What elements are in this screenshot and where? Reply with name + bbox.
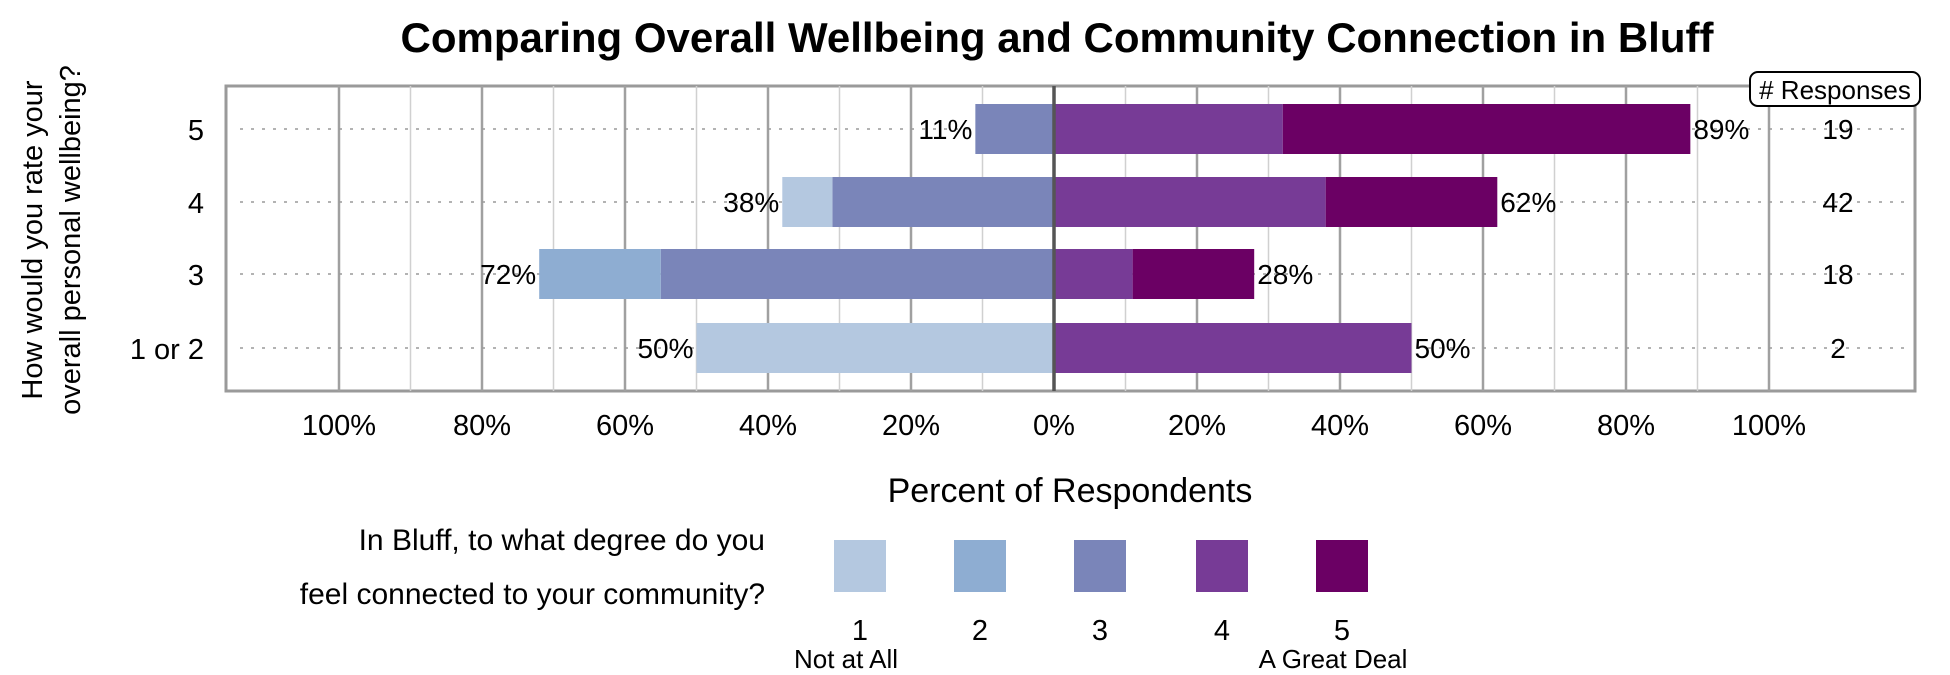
legend-high-label: A Great Deal (1259, 644, 1408, 674)
positive-total-label: 62% (1500, 187, 1556, 218)
bar-segment (975, 104, 1054, 154)
legend-swatch (1196, 540, 1248, 592)
legend-low-label: Not at All (794, 644, 898, 674)
bar-segment (1325, 177, 1498, 227)
y-category-label: 4 (188, 188, 204, 220)
x-axis-title: Percent of Respondents (888, 472, 1253, 510)
legend-label: 1 (852, 615, 868, 647)
negative-total-label: 50% (637, 333, 693, 364)
positive-total-label: 89% (1693, 114, 1749, 145)
y-category-label: 3 (188, 260, 204, 292)
x-tick-label: 80% (1597, 410, 1655, 442)
bar-segment (1054, 177, 1326, 227)
y-category-label: 5 (188, 115, 204, 147)
bar-segment (1054, 104, 1283, 154)
responses-header: # Responses (1759, 75, 1911, 105)
x-tick-label: 20% (1168, 410, 1226, 442)
y-axis-title-line-2: overall personal wellbeing? (55, 65, 87, 415)
legend-label: 2 (972, 615, 988, 647)
x-tick-label: 60% (596, 410, 654, 442)
negative-total-label: 72% (480, 259, 536, 290)
positive-total-label: 50% (1415, 333, 1471, 364)
bar-segment (832, 177, 1054, 227)
y-category-label: 1 or 2 (130, 334, 204, 366)
legend-question-line-1: In Bluff, to what degree do you (359, 524, 765, 557)
legend-swatch (1316, 540, 1368, 592)
x-tick-label: 80% (453, 410, 511, 442)
x-tick-label: 60% (1454, 410, 1512, 442)
bar-segment (1282, 104, 1691, 154)
x-tick-label: 20% (882, 410, 940, 442)
response-count: 2 (1830, 333, 1846, 364)
bar-segment (782, 177, 833, 227)
bar-segment (539, 249, 661, 299)
legend-swatch (834, 540, 886, 592)
x-tick-label: 100% (1732, 410, 1806, 442)
legend-swatch (954, 540, 1006, 592)
bar-segment (1132, 249, 1255, 299)
legend-label: 5 (1334, 615, 1350, 647)
x-tick-label: 40% (739, 410, 797, 442)
negative-total-label: 38% (723, 187, 779, 218)
legend-question-line-2: feel connected to your community? (300, 578, 765, 611)
responses-header-box (1749, 71, 1921, 107)
bar-segment (660, 249, 1054, 299)
x-tick-label: 100% (302, 410, 376, 442)
chart-title: Comparing Overall Wellbeing and Communit… (401, 14, 1715, 61)
x-tick-label: 40% (1311, 410, 1369, 442)
plot-area: 100% 80% 60% 40% 20% 0% 20% 40% 60% 80% 100% 5 4 3 1 o… (130, 71, 1921, 442)
plot-frame (224, 84, 1917, 393)
response-count: 19 (1822, 114, 1853, 145)
y-axis-title: How would you rate your overall personal… (17, 65, 87, 415)
response-count: 42 (1822, 187, 1853, 218)
legend-swatch (1074, 540, 1126, 592)
legend-label: 3 (1092, 615, 1108, 647)
bar-segment (696, 323, 1054, 373)
legend-label: 4 (1214, 615, 1230, 647)
response-count: 18 (1822, 259, 1853, 290)
positive-total-label: 28% (1257, 259, 1313, 290)
negative-total-label: 11% (918, 114, 972, 145)
x-tick-label: 0% (1033, 410, 1075, 442)
bar-segment (1054, 249, 1133, 299)
bar-segment (1054, 323, 1412, 373)
y-axis-title-line-1: How would you rate your (17, 80, 49, 399)
legend: In Bluff, to what degree do you feel con… (300, 524, 1408, 674)
